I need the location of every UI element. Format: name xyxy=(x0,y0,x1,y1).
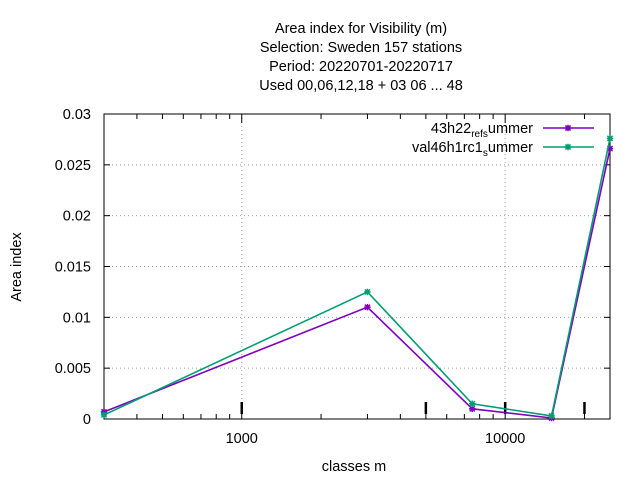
y-tick-label: 0.01 xyxy=(63,310,91,326)
series-point xyxy=(548,412,555,420)
marker-core xyxy=(565,144,571,150)
legend-label-2: val46h1rc1summer xyxy=(412,140,533,159)
series-point xyxy=(564,143,572,151)
chart-title: Area index for Visibility (m) Selection:… xyxy=(259,21,463,94)
y-tick-label: 0.005 xyxy=(55,361,91,377)
y-axis-label: Area index xyxy=(9,232,25,302)
legend-text-part: s xyxy=(483,129,488,140)
title-line-4: Used 00,06,12,18 + 03 06 ... 48 xyxy=(259,78,463,94)
marker-core xyxy=(565,125,571,131)
series-point xyxy=(564,124,572,132)
x-axis-ticks: 1000 10000 xyxy=(103,114,585,447)
y-axis-ticks: 0 0.005 0.01 0.015 0.02 0.025 0.03 xyxy=(55,107,610,428)
marker-core xyxy=(365,304,370,310)
x-tick-label: 1000 xyxy=(226,431,258,447)
series-group xyxy=(100,135,614,422)
marker-core xyxy=(101,412,107,418)
title-line-1: Area index for Visibility (m) xyxy=(275,21,447,37)
legend-text-part: ummer xyxy=(488,140,533,156)
series-line-2 xyxy=(103,138,611,417)
series-point xyxy=(364,288,371,296)
y-tick-label: 0.015 xyxy=(55,260,91,276)
y-tick-label: 0.03 xyxy=(63,107,91,123)
x-tick-label: 10000 xyxy=(485,431,525,447)
series-point xyxy=(469,400,476,407)
class-marks xyxy=(240,402,586,414)
series-line-1 xyxy=(103,148,611,419)
series-point xyxy=(100,411,108,419)
x-axis-label: classes m xyxy=(322,459,386,475)
legend-text-part: s xyxy=(483,148,488,159)
y-tick-label: 0.02 xyxy=(63,209,91,225)
series-point xyxy=(364,303,371,311)
series-point xyxy=(469,405,476,413)
marker-core xyxy=(470,406,475,412)
title-line-2: Selection: Sweden 157 stations xyxy=(260,40,462,56)
legend-text-part: val46h1rc1 xyxy=(412,140,483,156)
marker-core xyxy=(549,413,554,419)
legend-text-part: ref xyxy=(471,129,483,140)
legend-label-1: 43h22refsummer xyxy=(431,121,533,140)
marker-core xyxy=(607,136,613,141)
y-tick-label: 0 xyxy=(83,412,91,428)
legend-text-part: ummer xyxy=(488,121,533,137)
y-tick-label: 0.025 xyxy=(55,158,91,174)
legend-text-part: 43h22 xyxy=(431,121,471,137)
marker-core xyxy=(470,401,475,406)
series-point xyxy=(606,135,614,142)
marker-core xyxy=(365,289,370,295)
title-line-3: Period: 20220701-20220717 xyxy=(269,59,453,75)
grid-lines xyxy=(104,114,610,419)
